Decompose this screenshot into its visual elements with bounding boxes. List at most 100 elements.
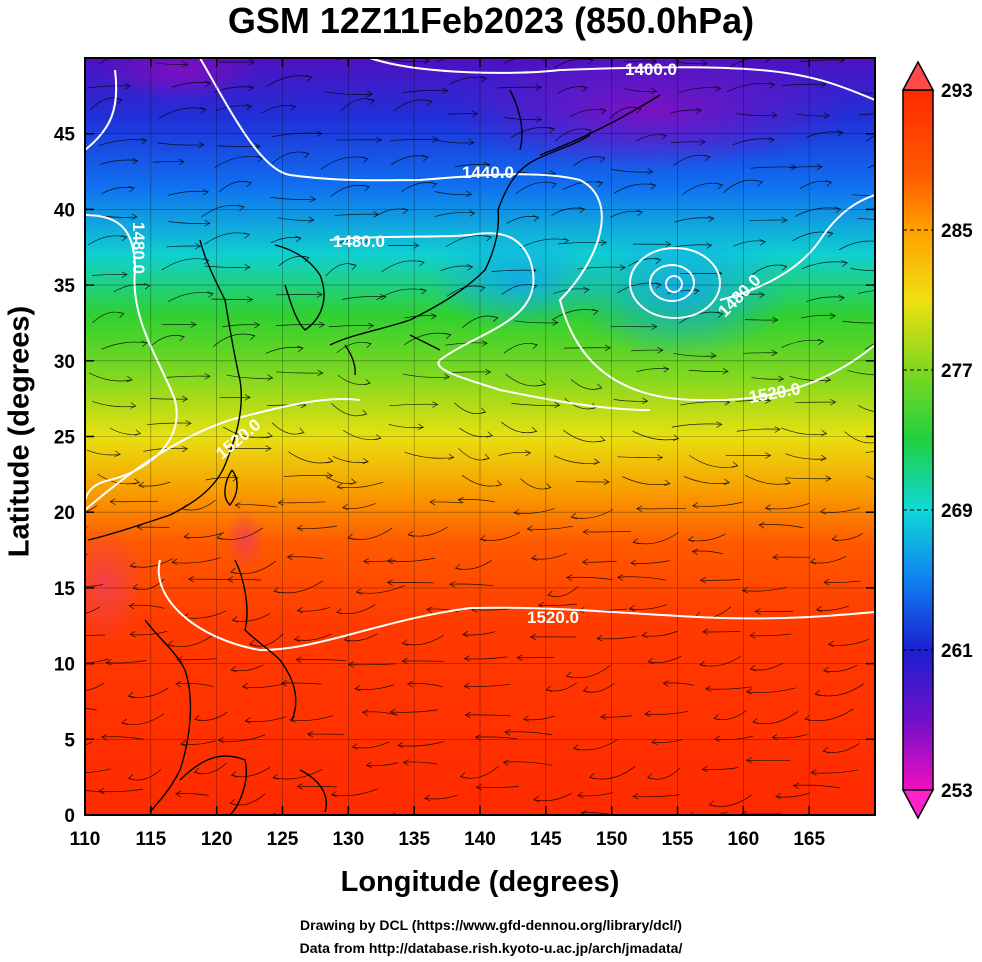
streamline-arrow (355, 588, 363, 595)
streamline-arrow (876, 240, 882, 246)
streamline (168, 221, 210, 224)
streamline-arrow (655, 282, 662, 289)
streamline (227, 579, 261, 581)
streamline-arrow (644, 710, 651, 717)
streamline-arrow (232, 475, 239, 482)
streamline-arrow (660, 133, 668, 140)
streamline-arrow (243, 232, 250, 239)
streamline-arrow (238, 205, 245, 212)
streamline-arrow (754, 608, 761, 615)
streamline-arrow (771, 112, 778, 119)
streamline (857, 290, 875, 294)
streamline-arrow (562, 237, 570, 245)
y-axis-label: Latitude (degrees) (3, 305, 36, 558)
streamline (109, 427, 141, 435)
streamline (464, 656, 508, 660)
streamline-arrow (336, 608, 343, 615)
streamline-arrow (530, 554, 538, 561)
streamline (89, 372, 133, 382)
streamline-arrow (128, 185, 135, 193)
streamline-arrow (442, 87, 449, 94)
streamline-arrow (129, 630, 136, 638)
streamline (692, 501, 743, 507)
streamline (403, 761, 439, 765)
streamline-arrow (814, 690, 822, 697)
streamline (158, 107, 207, 119)
streamline-arrow (183, 533, 190, 540)
streamline-arrow (545, 685, 553, 692)
contour-label: 1480.0 (129, 222, 148, 274)
streamline-arrow (580, 810, 588, 815)
streamline-arrow (360, 409, 368, 416)
streamline (245, 716, 287, 722)
credit-data: Data from http://database.rish.kyoto-u.a… (299, 940, 683, 956)
streamline-arrow (407, 530, 415, 538)
streamline (750, 662, 783, 671)
streamline (551, 207, 585, 216)
streamline (218, 734, 266, 742)
streamline-arrow (398, 817, 403, 823)
streamline-arrow (272, 773, 279, 780)
streamline-arrow (297, 428, 305, 435)
streamline (673, 352, 717, 357)
streamline (297, 785, 337, 788)
streamline (705, 686, 752, 690)
streamline (387, 557, 436, 562)
streamline-arrow (361, 709, 369, 716)
streamline-arrow (636, 505, 643, 512)
streamline-arrow (59, 705, 64, 711)
streamline (692, 550, 724, 555)
streamline-arrow (657, 347, 664, 354)
streamline (402, 373, 450, 378)
streamline-arrow (600, 239, 607, 246)
streamline-arrow (817, 338, 825, 346)
streamline (98, 139, 147, 147)
streamline (865, 134, 875, 142)
streamline-arrow (768, 137, 775, 144)
y-tick-label: 35 (54, 276, 76, 297)
streamline-arrow (216, 533, 224, 540)
streamline-arrow (316, 291, 323, 298)
streamline (624, 88, 657, 93)
streamline-arrow (175, 680, 182, 688)
streamline (235, 504, 277, 508)
streamline-arrow (297, 814, 298, 815)
streamline (796, 113, 830, 117)
streamline (462, 631, 496, 636)
streamline (733, 240, 766, 247)
streamline-arrow (764, 58, 771, 64)
streamline-arrow (479, 407, 487, 414)
streamline (183, 532, 225, 538)
streamline (629, 604, 668, 610)
streamline-arrow (202, 189, 210, 196)
streamline (398, 817, 442, 820)
streamline (231, 767, 271, 777)
streamline-arrow (309, 195, 317, 203)
streamline-arrow (367, 322, 375, 329)
streamline-arrow (354, 685, 361, 692)
streamline (267, 404, 307, 406)
streamline-arrow (552, 319, 559, 326)
streamline (328, 325, 374, 328)
streamline (99, 159, 138, 165)
streamline (348, 663, 396, 666)
streamline-arrow (362, 557, 370, 565)
streamline (275, 371, 323, 374)
map-title: GSM 12Z11Feb2023 (850.0hPa) (227, 0, 755, 41)
streamline (511, 402, 560, 406)
streamline-arrow (265, 445, 272, 452)
streamline-arrow (524, 450, 532, 457)
streamline-arrow (881, 267, 886, 273)
streamline-arrow (530, 426, 538, 434)
streamline-arrow (705, 242, 713, 249)
streamline-arrow (131, 213, 138, 220)
x-tick-label: 165 (793, 829, 825, 850)
streamline (514, 320, 558, 324)
streamline (805, 708, 854, 722)
streamline (89, 97, 122, 111)
streamline-arrow (305, 75, 313, 82)
y-tick-label: 10 (54, 655, 75, 676)
streamline (571, 509, 614, 519)
streamline-arrow (109, 498, 116, 505)
streamline-arrow (896, 193, 901, 199)
